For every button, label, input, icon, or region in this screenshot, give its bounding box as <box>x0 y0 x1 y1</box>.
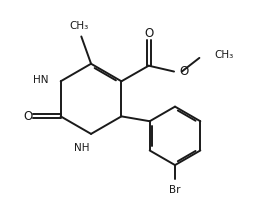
Text: O: O <box>144 27 153 40</box>
Text: O: O <box>23 110 32 123</box>
Text: O: O <box>179 65 188 78</box>
Text: NH: NH <box>74 143 89 153</box>
Text: CH₃: CH₃ <box>70 21 89 31</box>
Text: CH₃: CH₃ <box>214 50 233 60</box>
Text: Br: Br <box>169 185 181 195</box>
Text: HN: HN <box>34 75 49 85</box>
